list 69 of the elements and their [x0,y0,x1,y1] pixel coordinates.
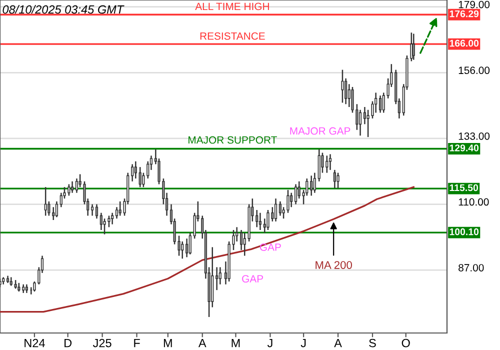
candlestick [142,172,145,188]
candlestick [333,169,336,189]
candlestick [95,204,98,220]
x-tick-label: J [300,338,306,348]
candlestick [378,94,382,114]
candlestick [382,92,385,114]
candlestick [138,166,142,188]
annotation: RESISTANCE [200,32,265,40]
line-series [0,186,414,313]
x-tick-label: J25 [92,338,112,348]
annotation: 08/10/2025 03:45 GMT [2,4,124,14]
candlestick [55,200,58,218]
candlestick [44,186,47,216]
y-tick-label: 133.00 [458,132,490,140]
candlestick [185,238,188,258]
annotation: GAP [260,244,281,251]
annotation: GAP [242,275,264,283]
candlestick [100,212,102,231]
y-tick-label: 87.00 [458,264,484,272]
x-tick-label: D [64,338,72,348]
y-tick-label: 179.00 [458,0,490,8]
x-tick-label: O [402,338,410,348]
x-tick-label: J [267,338,272,348]
candlestick [274,198,278,222]
candlestick [70,180,74,194]
y-tick-label: 156.00 [458,66,490,74]
candlestick [266,209,270,231]
candlestick [110,212,114,225]
x-tick-label: M [232,338,240,348]
annotation: MAJOR GAP [290,127,350,135]
x-tick-label: S [369,338,376,348]
candlestick [298,180,300,200]
candlestick [131,164,134,182]
candlestick [294,184,298,205]
candlestick [358,109,362,136]
candlestick [90,204,94,216]
y-tick-label: 110.00 [458,198,489,206]
annotation: MAJOR SUPPORT [188,136,277,144]
ref-line-label: 115.50 [450,184,478,192]
ref-line-label: 166.00 [450,40,479,47]
x-tick-label: N24 [24,338,45,348]
candlestick [328,154,332,171]
ref-line-label: 129.40 [450,144,479,152]
ref-line-label: 176.29 [450,10,479,18]
x-tick-label: M [164,338,172,348]
ref-line-label: 100.10 [450,228,479,236]
candlestick [134,160,137,180]
candlestick [278,200,282,216]
candlestick [348,83,350,108]
candlestick [341,69,344,104]
text: MA 200 [316,261,352,269]
candlestick [243,232,246,256]
candlestick [75,178,78,194]
x-tick-label: F [134,338,140,348]
candlestick [52,206,55,221]
x-tick-label: A [198,338,206,348]
candlestick [181,240,184,260]
candlestick [310,175,313,196]
annotation: ALL TIME HIGH [195,2,269,10]
candlestick [188,232,192,255]
x-tick-label: A [334,338,342,348]
candlestick [290,192,293,208]
candlestick [336,172,340,189]
candlestick [318,148,320,182]
candlestick [412,33,415,60]
candlestick [313,172,316,194]
candlestick [216,266,218,291]
candlestick [256,209,258,228]
candlestick [258,212,262,231]
